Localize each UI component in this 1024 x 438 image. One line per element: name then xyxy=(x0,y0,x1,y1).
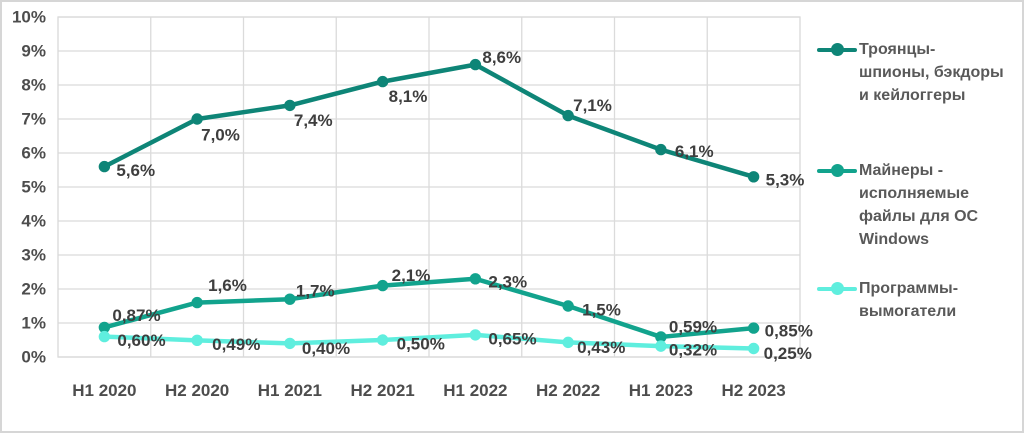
series-marker xyxy=(747,322,760,334)
series-marker xyxy=(655,331,667,343)
series-marker xyxy=(655,340,667,352)
x-axis-category-label: H2 2021 xyxy=(350,381,414,400)
data-label: 0,65% xyxy=(488,329,536,348)
series-marker xyxy=(376,75,389,88)
legend-marker-icon xyxy=(817,277,857,300)
y-axis-tick-label: 6% xyxy=(21,144,46,163)
data-label: 2,1% xyxy=(392,266,431,285)
data-label: 7,4% xyxy=(294,111,333,130)
series-line xyxy=(102,62,756,180)
series-marker xyxy=(747,171,760,183)
data-label: 0,50% xyxy=(397,335,445,354)
legend-item-ransomware: Программы- вымогатели xyxy=(817,277,1017,323)
x-axis-category-label: H2 2020 xyxy=(165,381,229,400)
legend-marker-icon xyxy=(817,159,857,182)
series-marker xyxy=(191,296,203,309)
x-axis-category-label: H1 2022 xyxy=(443,381,507,400)
series-marker xyxy=(469,58,482,71)
data-label: 8,1% xyxy=(389,87,428,106)
y-axis-tick-label: 1% xyxy=(21,314,46,333)
y-axis-tick-label: 8% xyxy=(21,76,46,95)
y-axis-tick-label: 7% xyxy=(21,110,46,129)
data-label: 0,87% xyxy=(112,306,160,325)
series-marker xyxy=(191,113,203,125)
data-label: 1,5% xyxy=(582,301,621,320)
x-axis-category-label: H1 2021 xyxy=(258,381,322,400)
data-label: 1,6% xyxy=(208,276,247,295)
data-label: 1,7% xyxy=(296,282,335,301)
series-marker xyxy=(747,342,760,355)
data-label: 8,6% xyxy=(482,48,521,67)
series-marker xyxy=(98,321,111,334)
legend-item-trojans: Троянцы- шпионы, бэкдоры и кейлоггеры xyxy=(817,38,1017,107)
series-marker xyxy=(469,329,482,341)
legend-label: Троянцы- шпионы, бэкдоры и кейлоггеры xyxy=(859,41,1004,104)
data-label: 7,1% xyxy=(573,96,612,115)
data-label: 0,32% xyxy=(669,341,717,360)
data-label: 5,6% xyxy=(116,161,155,180)
series-line xyxy=(102,332,756,351)
x-axis-category-label: H2 2023 xyxy=(721,381,785,400)
y-axis-tick-label: 9% xyxy=(21,42,46,61)
series-marker xyxy=(98,330,111,343)
series-marker xyxy=(562,300,574,312)
series-marker xyxy=(284,337,296,350)
series-marker xyxy=(376,279,389,292)
x-axis-category-label: H2 2022 xyxy=(536,381,600,400)
data-label: 0,43% xyxy=(577,338,625,357)
series-marker xyxy=(191,334,203,347)
series-marker xyxy=(469,273,482,285)
y-axis-tick-label: 5% xyxy=(21,178,46,197)
series-marker xyxy=(376,334,389,346)
data-label: 6,1% xyxy=(675,142,714,161)
data-label: 7,0% xyxy=(201,126,240,145)
data-label: 0,85% xyxy=(765,322,813,341)
series-marker xyxy=(655,143,667,156)
y-axis-tick-label: 3% xyxy=(21,246,46,265)
legend-item-miners: Майнеры - исполняемые файлы для ОС Windo… xyxy=(817,159,1017,251)
data-label: 0,25% xyxy=(764,344,812,363)
y-axis-tick-label: 2% xyxy=(21,280,46,299)
data-label: 5,3% xyxy=(766,170,805,189)
series-marker xyxy=(284,99,296,112)
y-axis-tick-label: 0% xyxy=(21,348,46,367)
series-marker xyxy=(562,336,574,349)
data-label: 2,3% xyxy=(488,272,527,291)
data-label: 0,40% xyxy=(302,339,350,358)
data-label: 0,60% xyxy=(117,331,165,350)
series-marker xyxy=(284,293,296,305)
plot-border xyxy=(57,16,801,358)
legend-marker-icon xyxy=(817,38,857,61)
x-axis-category-label: H1 2020 xyxy=(72,381,136,400)
y-axis-tick-label: 10% xyxy=(12,8,46,27)
series-line xyxy=(102,276,756,340)
x-axis-category-label: H1 2023 xyxy=(629,381,693,400)
legend-label: Майнеры - исполняемые файлы для ОС Windo… xyxy=(859,162,979,248)
legend: Троянцы- шпионы, бэкдоры и кейлоггеры Ма… xyxy=(817,0,1017,433)
y-axis-tick-label: 4% xyxy=(21,212,46,231)
series-marker xyxy=(562,109,574,122)
data-label: 0,59% xyxy=(669,317,717,336)
legend-label: Программы- вымогатели xyxy=(859,280,959,320)
series-marker xyxy=(98,160,111,173)
data-label: 0,49% xyxy=(212,335,260,354)
